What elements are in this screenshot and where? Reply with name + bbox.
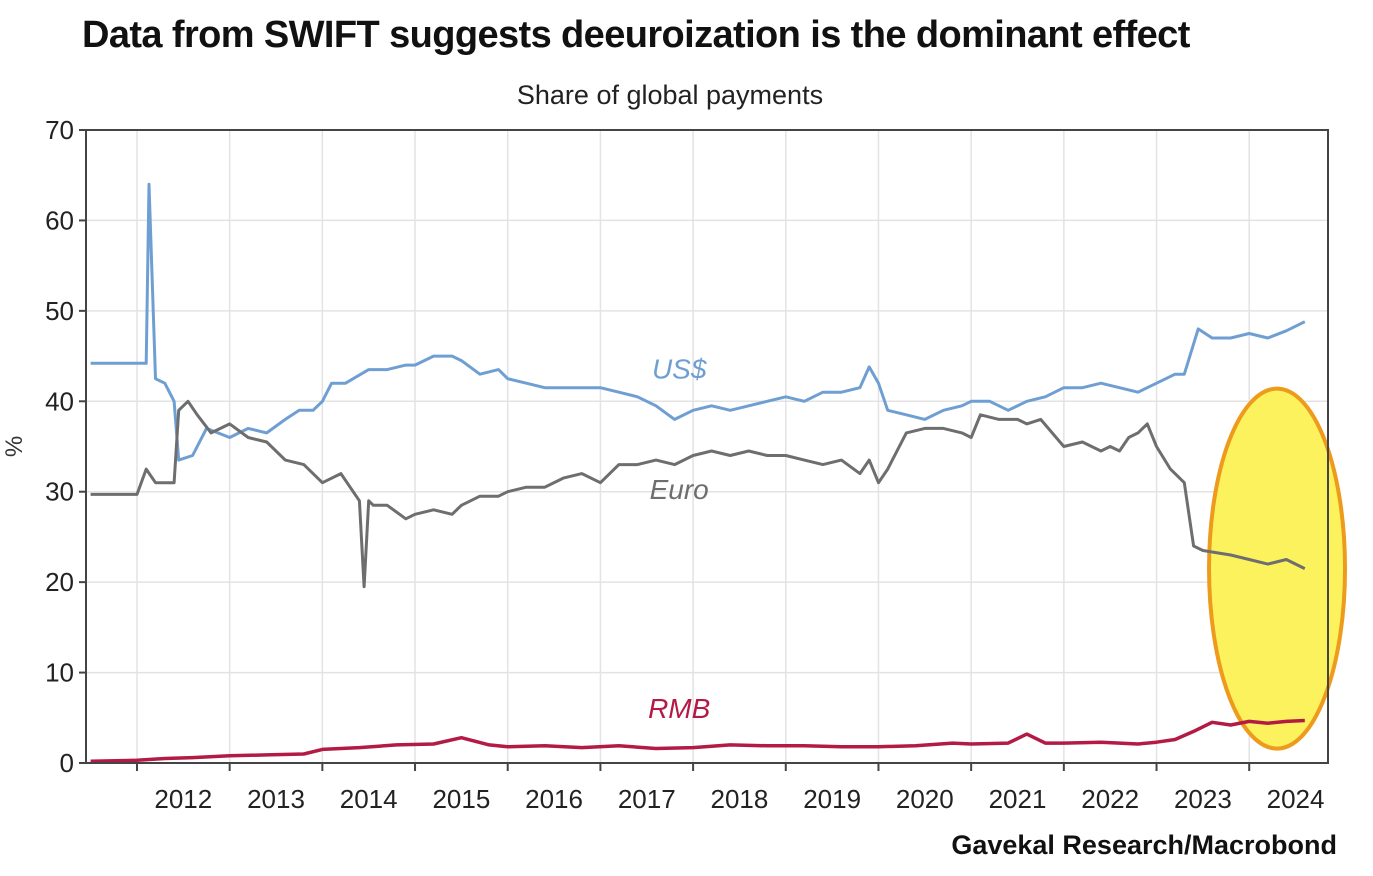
series-label-rmb: RMB xyxy=(648,693,710,724)
y-tick-label: 40 xyxy=(45,386,74,416)
x-tick-label: 2024 xyxy=(1267,784,1325,814)
y-axis-ticks: 0 10 20 30 40 50 60 70 xyxy=(45,115,86,778)
y-tick-label: 30 xyxy=(45,477,74,507)
source-credit: Gavekal Research/Macrobond xyxy=(951,830,1337,860)
y-tick-label: 0 xyxy=(60,748,74,778)
series-label-euro: Euro xyxy=(650,474,709,505)
x-tick-label: 2012 xyxy=(154,784,212,814)
plot-frame xyxy=(85,129,1329,764)
x-tick-label: 2022 xyxy=(1081,784,1139,814)
x-tick-label: 2018 xyxy=(711,784,769,814)
y-tick-label: 20 xyxy=(45,567,74,597)
chart-subtitle: Share of global payments xyxy=(516,80,824,110)
chart-title: Data from SWIFT suggests deeuroization i… xyxy=(82,14,1190,56)
series-line-us xyxy=(90,182,1306,462)
y-tick-label: 70 xyxy=(45,115,74,145)
y-axis-label: % xyxy=(1,436,28,457)
x-tick-label: 2014 xyxy=(340,784,398,814)
y-tick-label: 10 xyxy=(45,658,74,688)
x-tick-label: 2016 xyxy=(525,784,583,814)
x-axis-ticks: 2012 2013 2014 2015 2016 2017 2018 2019 2020 2021… xyxy=(135,763,1325,814)
x-tick-label: 2020 xyxy=(896,784,954,814)
x-tick-label: 2023 xyxy=(1174,784,1232,814)
series-labels: US$ Euro RMB xyxy=(648,354,710,724)
y-tick-label: 60 xyxy=(45,205,74,235)
x-tick-label: 2013 xyxy=(247,784,305,814)
series-line-euro xyxy=(90,399,1306,589)
x-tick-label: 2019 xyxy=(803,784,861,814)
series-lines xyxy=(90,182,1306,763)
x-tick-label: 2017 xyxy=(618,784,676,814)
highlight-oval xyxy=(1207,386,1348,751)
series-line-rmb xyxy=(90,718,1305,763)
x-tick-label: 2021 xyxy=(989,784,1047,814)
x-tick-label: 2015 xyxy=(432,784,490,814)
highlight-oval-group xyxy=(1207,386,1348,751)
series-label-us: US$ xyxy=(652,354,707,385)
y-tick-label: 50 xyxy=(45,296,74,326)
